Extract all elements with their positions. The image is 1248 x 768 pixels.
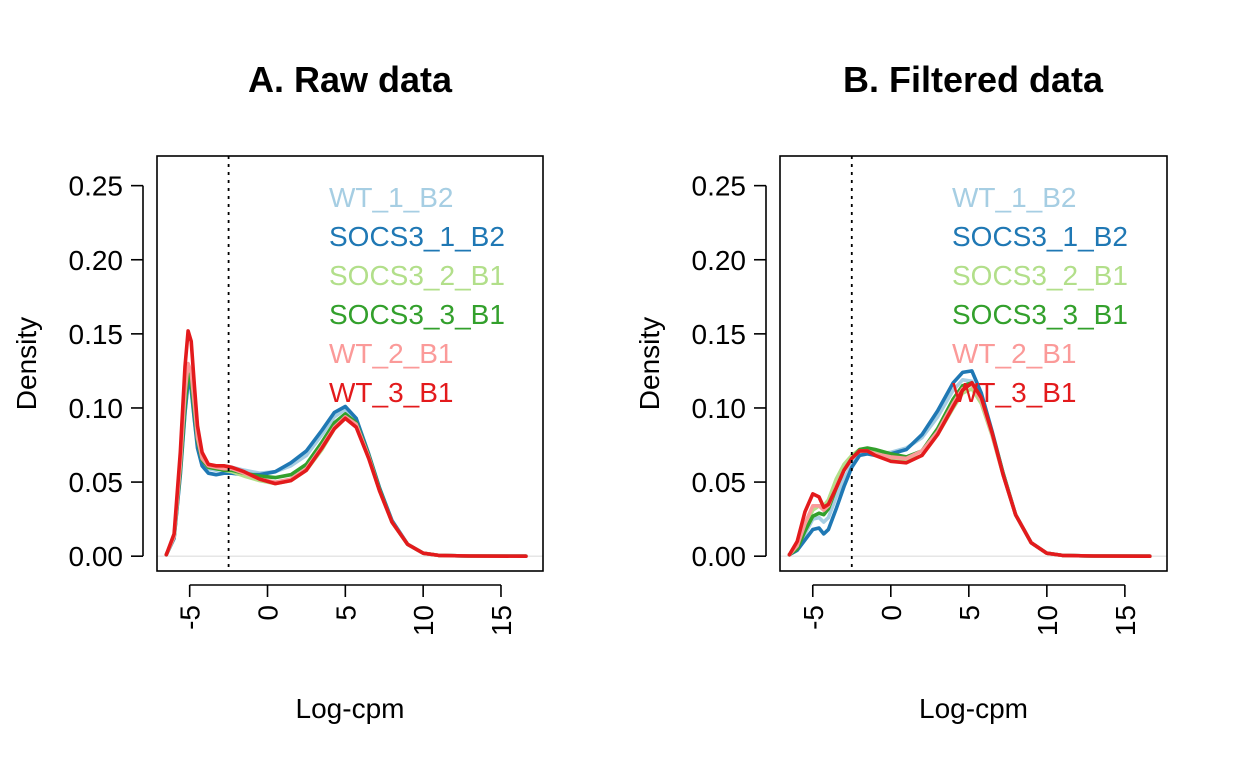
y-tick-label: 0.00: [69, 541, 124, 572]
legend-entry: WT_3_B1: [329, 377, 454, 408]
legend-entry: SOCS3_2_B1: [329, 260, 505, 291]
x-tick-label: 5: [330, 605, 361, 621]
chart-title: B. Filtered data: [843, 59, 1104, 100]
legend-entry: WT_2_B1: [952, 338, 1077, 369]
y-tick-label: 0.15: [692, 319, 747, 350]
chart-panel-raw: A. Raw data 0.00 0.05 0.10 0.15 0.20 0.25 -5 0 5 1…: [11, 59, 544, 724]
plot-frame: [156, 155, 544, 572]
legend-entry: SOCS3_2_B1: [952, 260, 1128, 291]
chart-title: A. Raw data: [248, 59, 453, 100]
x-tick-label: 0: [876, 605, 907, 621]
x-tick-label: 5: [954, 605, 985, 621]
y-tick-label: 0.25: [69, 171, 124, 202]
y-tick-label: 0.25: [692, 171, 747, 202]
x-axis-label: Log-cpm: [296, 693, 405, 724]
x-tick-label: 10: [1032, 605, 1063, 636]
x-axis-label: Log-cpm: [919, 693, 1028, 724]
y-tick-label: 0.05: [692, 467, 747, 498]
chart-panel-filtered: B. Filtered data 0.00 0.05 0.10 0.15 0.20 0.25…: [634, 59, 1168, 724]
x-tick-label: 15: [1110, 605, 1141, 636]
legend-entry: WT_1_B2: [329, 182, 454, 213]
series-line-WT_3_B1: [787, 381, 1152, 558]
plot-frame: [779, 155, 1168, 572]
legend-entry: SOCS3_3_B1: [952, 299, 1128, 330]
y-tick-label: 0.20: [69, 245, 124, 276]
series-line-WT_3_B1: [164, 329, 528, 558]
x-tick-label: -5: [175, 605, 206, 630]
y-tick-label: 0.00: [692, 541, 747, 572]
y-tick-label: 0.15: [69, 319, 124, 350]
x-tick-label: 0: [253, 605, 284, 621]
y-tick-label: 0.10: [69, 393, 124, 424]
y-axis-label: Density: [11, 317, 42, 410]
legend-entry: WT_2_B1: [329, 338, 454, 369]
x-tick-label: 15: [486, 605, 517, 636]
legend-entry: WT_3_B1: [952, 377, 1077, 408]
y-tick-label: 0.20: [692, 245, 747, 276]
legend: WT_1_B2 SOCS3_1_B2 SOCS3_2_B1 SOCS3_3_B1 WT_…: [329, 182, 505, 408]
x-tick-label: 10: [408, 605, 439, 636]
legend-entry: SOCS3_3_B1: [329, 299, 505, 330]
legend-entry: WT_1_B2: [952, 182, 1077, 213]
x-tick-label: -5: [798, 605, 829, 630]
y-tick-label: 0.05: [69, 467, 124, 498]
y-axis-label: Density: [634, 317, 665, 410]
legend-entry: SOCS3_1_B2: [329, 221, 505, 252]
y-tick-label: 0.10: [692, 393, 747, 424]
legend: WT_1_B2 SOCS3_1_B2 SOCS3_2_B1 SOCS3_3_B1 WT_…: [952, 182, 1128, 408]
legend-entry: SOCS3_1_B2: [952, 221, 1128, 252]
